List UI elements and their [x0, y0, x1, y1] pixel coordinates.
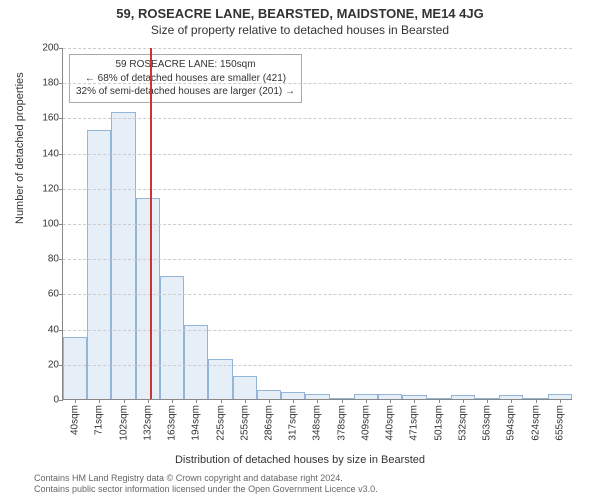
y-tick-mark: [59, 48, 63, 49]
y-tick-mark: [59, 118, 63, 119]
chart-title: 59, ROSEACRE LANE, BEARSTED, MAIDSTONE, …: [0, 0, 600, 21]
gridline: [63, 224, 572, 225]
bar: [233, 376, 257, 399]
x-tick-label: 348sqm: [312, 405, 323, 441]
callout-box: 59 ROSEACRE LANE: 150sqm ← 68% of detach…: [69, 54, 302, 103]
gridline: [63, 294, 572, 295]
x-tick-label: 624sqm: [530, 405, 541, 441]
x-tick-mark: [148, 399, 149, 403]
chart-subtitle: Size of property relative to detached ho…: [0, 21, 600, 37]
x-tick-mark: [99, 399, 100, 403]
x-tick-mark: [293, 399, 294, 403]
x-tick-label: 563sqm: [482, 405, 493, 441]
x-tick-label: 471sqm: [409, 405, 420, 441]
gridline: [63, 83, 572, 84]
bar: [281, 392, 305, 399]
y-tick-mark: [59, 294, 63, 295]
y-tick-mark: [59, 224, 63, 225]
x-tick-mark: [124, 399, 125, 403]
callout-line2: 32% of semi-detached houses are larger (…: [76, 85, 295, 99]
gridline: [63, 189, 572, 190]
footer-line2: Contains public sector information licen…: [34, 484, 378, 496]
x-tick-mark: [366, 399, 367, 403]
x-tick-label: 286sqm: [263, 405, 274, 441]
y-tick-label: 200: [42, 43, 59, 54]
x-tick-label: 102sqm: [118, 405, 129, 441]
x-tick-mark: [172, 399, 173, 403]
x-tick-label: 409sqm: [360, 405, 371, 441]
x-tick-label: 594sqm: [506, 405, 517, 441]
x-tick-label: 225sqm: [215, 405, 226, 441]
x-tick-mark: [269, 399, 270, 403]
x-tick-mark: [75, 399, 76, 403]
x-tick-mark: [487, 399, 488, 403]
x-tick-label: 317sqm: [288, 405, 299, 441]
gridline: [63, 154, 572, 155]
bar: [87, 130, 111, 399]
x-tick-label: 532sqm: [457, 405, 468, 441]
gridline: [63, 330, 572, 331]
x-tick-label: 132sqm: [142, 405, 153, 441]
plot-area: 40sqm71sqm102sqm132sqm163sqm194sqm225sqm…: [62, 48, 572, 400]
footer: Contains HM Land Registry data © Crown c…: [34, 473, 378, 496]
y-tick-label: 100: [42, 219, 59, 230]
x-tick-mark: [560, 399, 561, 403]
x-tick-mark: [342, 399, 343, 403]
x-tick-mark: [511, 399, 512, 403]
bar: [63, 337, 87, 399]
gridline: [63, 118, 572, 119]
x-tick-label: 655sqm: [554, 405, 565, 441]
x-tick-mark: [196, 399, 197, 403]
x-tick-mark: [536, 399, 537, 403]
x-tick-mark: [317, 399, 318, 403]
y-tick-mark: [59, 189, 63, 190]
x-axis-label: Distribution of detached houses by size …: [0, 454, 600, 466]
callout-title: 59 ROSEACRE LANE: 150sqm: [76, 58, 295, 72]
y-tick-label: 180: [42, 78, 59, 89]
y-tick-mark: [59, 365, 63, 366]
y-tick-label: 80: [48, 254, 59, 265]
y-tick-label: 140: [42, 148, 59, 159]
gridline: [63, 259, 572, 260]
x-tick-label: 255sqm: [239, 405, 250, 441]
x-tick-label: 71sqm: [94, 405, 105, 435]
y-tick-label: 20: [48, 359, 59, 370]
gridline: [63, 365, 572, 366]
y-axis-label: Number of detached properties: [14, 72, 26, 224]
bar: [257, 390, 281, 399]
y-tick-mark: [59, 259, 63, 260]
marker-line: [150, 48, 152, 399]
gridline: [63, 48, 572, 49]
y-tick-label: 120: [42, 183, 59, 194]
bar: [136, 198, 160, 399]
x-tick-label: 501sqm: [433, 405, 444, 441]
bar: [111, 112, 135, 399]
x-tick-mark: [414, 399, 415, 403]
x-tick-label: 163sqm: [167, 405, 178, 441]
x-tick-mark: [439, 399, 440, 403]
x-tick-mark: [463, 399, 464, 403]
y-tick-mark: [59, 330, 63, 331]
chart-container: 59, ROSEACRE LANE, BEARSTED, MAIDSTONE, …: [0, 0, 600, 500]
x-tick-label: 40sqm: [70, 405, 81, 435]
x-tick-label: 440sqm: [385, 405, 396, 441]
x-tick-mark: [245, 399, 246, 403]
y-tick-mark: [59, 83, 63, 84]
bar: [184, 325, 208, 399]
x-tick-label: 194sqm: [191, 405, 202, 441]
y-tick-label: 40: [48, 324, 59, 335]
x-tick-mark: [390, 399, 391, 403]
y-tick-label: 60: [48, 289, 59, 300]
y-tick-label: 160: [42, 113, 59, 124]
y-tick-mark: [59, 154, 63, 155]
y-tick-mark: [59, 400, 63, 401]
x-tick-label: 378sqm: [336, 405, 347, 441]
x-tick-mark: [221, 399, 222, 403]
footer-line1: Contains HM Land Registry data © Crown c…: [34, 473, 378, 485]
